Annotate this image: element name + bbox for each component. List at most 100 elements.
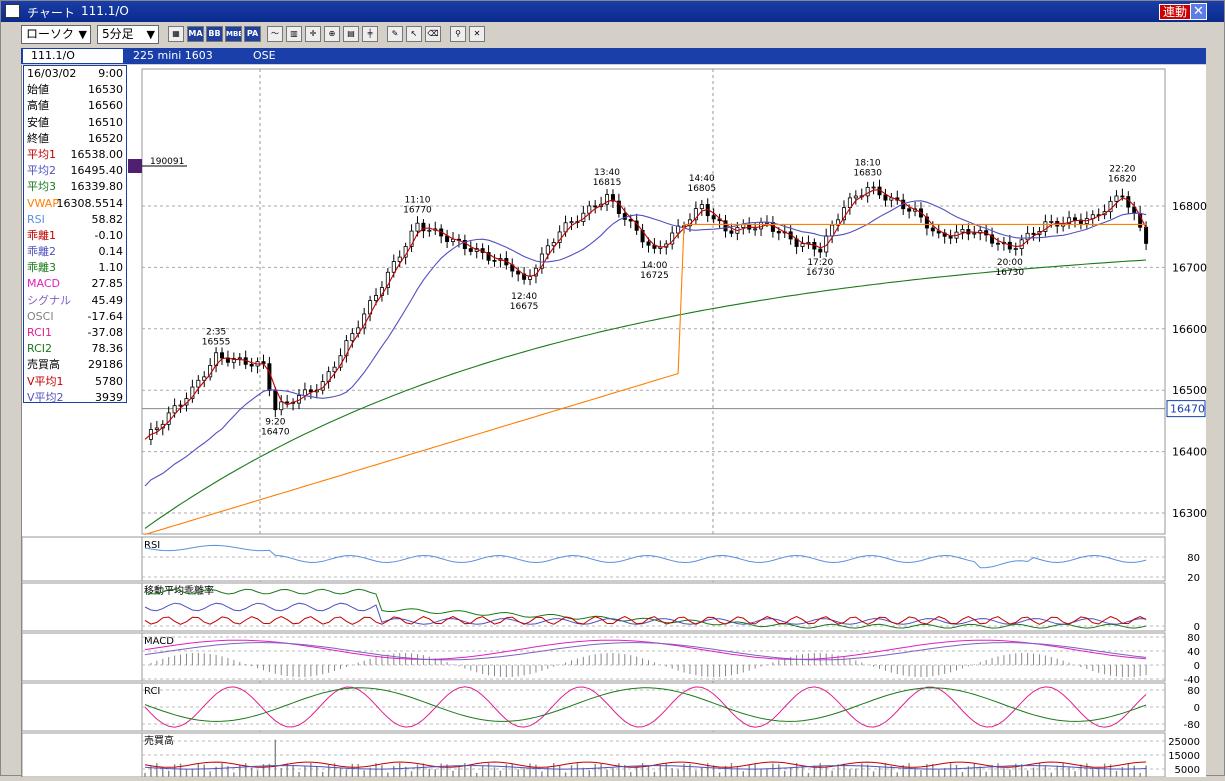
link-button[interactable]: 連動	[1159, 4, 1192, 20]
eraser-icon[interactable]: ⌫	[425, 26, 441, 42]
candle-body	[569, 221, 574, 224]
annotation-time: 12:40	[511, 292, 537, 302]
data-row: 乖離1 -0.10	[24, 228, 126, 244]
data-row-value: 0.14	[98, 245, 124, 259]
contract-label: 225 mini 1603	[133, 49, 213, 62]
chart-settings-icon[interactable]: ▦	[168, 26, 184, 42]
candle-body	[302, 389, 307, 396]
candle-body	[545, 245, 550, 255]
candle-body	[693, 208, 698, 221]
bb-button[interactable]: BB	[206, 26, 223, 42]
signal-line	[144, 642, 1147, 661]
symbol-input[interactable]: 111.1/O	[23, 49, 123, 63]
annotation-price: 16555	[202, 337, 231, 347]
data-row-label: 平均3	[27, 180, 56, 194]
data-row-label: V平均1	[27, 374, 64, 388]
data-row-value: 16510	[88, 115, 123, 129]
ma-button[interactable]: MA	[187, 26, 204, 42]
data-row: 終値 16520	[24, 131, 126, 147]
candle-body	[409, 230, 414, 247]
macd-panel-frame	[141, 632, 1166, 682]
data-row: 乖離3 1.10	[24, 260, 126, 276]
chart-canvas[interactable]: 16800 16700 16600 16500 16400 16300 16470 19009…	[21, 65, 1207, 778]
chart-type-select[interactable]: ローソク ▼	[21, 25, 91, 44]
pa-button[interactable]: PA	[244, 26, 261, 42]
interval-select[interactable]: 5分足 ▼	[97, 25, 159, 44]
vwap-line	[144, 223, 1147, 536]
candle-body	[930, 227, 935, 232]
candle-body	[836, 219, 841, 226]
mbb-button[interactable]: MBB	[225, 26, 242, 42]
candle-body	[670, 232, 675, 245]
close-icon[interactable]: ✕	[1190, 3, 1207, 20]
ma2-line	[144, 200, 1147, 487]
calendar-icon[interactable]: ▤	[343, 26, 359, 42]
line-chart-icon[interactable]: 〜	[267, 26, 283, 42]
annotation-price: 16770	[403, 205, 432, 215]
data-row-value: 16495.40	[70, 164, 124, 178]
rci-tick-label: -80	[1184, 720, 1200, 731]
candle-body	[267, 363, 272, 391]
macd-tick-label: 80	[1187, 633, 1200, 644]
data-row: 高値 16560	[24, 98, 126, 114]
candle-body	[231, 358, 236, 363]
candle-body	[699, 204, 704, 210]
candle-body	[871, 186, 876, 189]
kairi1-line	[144, 616, 1147, 625]
main-plot-frame	[141, 68, 1166, 535]
candle-body	[522, 273, 527, 280]
data-row-value: 78.36	[91, 342, 124, 356]
chart-area[interactable]: 16800 16700 16600 16500 16400 16300 16470 19009…	[21, 65, 1207, 778]
table-icon[interactable]: ╪	[362, 26, 378, 42]
order-marker	[128, 159, 142, 173]
zoom-icon[interactable]: ⊕	[324, 26, 340, 42]
current-price-label: 16470	[1170, 403, 1205, 416]
pen-icon[interactable]: ✎	[387, 26, 403, 42]
data-row-value: 16308.5514	[56, 196, 123, 210]
macd-panel-title: MACD	[144, 636, 174, 647]
candle-body	[178, 404, 183, 407]
candle-body	[486, 252, 491, 261]
rsi-line	[144, 544, 1147, 569]
candle-body	[202, 376, 207, 381]
data-row: VWAP 16308.5514	[24, 196, 126, 212]
info-bar: 111.1/O 225 mini 1603 OSE	[21, 48, 1206, 64]
macd-tick-label: -40	[1184, 675, 1200, 686]
data-row-value: 5780	[95, 374, 123, 388]
search-icon[interactable]: ⚲	[450, 26, 466, 42]
candle-body	[924, 216, 929, 229]
candle-body	[616, 200, 621, 214]
candle-body	[332, 366, 337, 373]
candle-body	[759, 222, 764, 230]
candle-body	[818, 248, 823, 253]
data-row-label: V平均2	[27, 390, 64, 404]
settings-icon[interactable]: ✕	[469, 26, 485, 42]
rsi-tick-label: 80	[1187, 553, 1200, 564]
candle-body	[1025, 232, 1030, 241]
annotation-time: 22:20	[1109, 165, 1135, 175]
data-row: RCI2 78.36	[24, 341, 126, 357]
candle-body	[374, 295, 379, 302]
toolbar: ローソク ▼ 5分足 ▼ ▦ MA BB MBB PA 〜 ▥ ✛ ⊕ ▤ ╪ ✎ …	[1, 23, 1224, 47]
data-row: 安値 16510	[24, 115, 126, 131]
candle-body	[948, 235, 953, 239]
candle-body	[841, 207, 846, 221]
data-row-label: 始値	[27, 83, 49, 97]
candle-body	[344, 340, 349, 357]
kairi-panel-gutter	[21, 582, 143, 632]
candle-body	[166, 412, 171, 425]
candle-body	[468, 248, 473, 252]
candle-body	[753, 228, 758, 231]
crosshair-icon[interactable]: ✛	[305, 26, 321, 42]
data-row-label: 高値	[27, 99, 49, 113]
pointer-icon[interactable]: ↖	[406, 26, 422, 42]
candle-chart-icon[interactable]: ▥	[286, 26, 302, 42]
data-row-label: 平均2	[27, 164, 56, 178]
annotation-time: 17:20	[807, 258, 833, 268]
kairi-panel-frame	[141, 582, 1166, 632]
y-tick-label: 16700	[1172, 261, 1207, 274]
chevron-down-icon: ▼	[146, 28, 155, 41]
candle-body	[1126, 196, 1131, 208]
kairi2-line	[144, 602, 1147, 625]
annotation-price: 16730	[806, 268, 835, 278]
